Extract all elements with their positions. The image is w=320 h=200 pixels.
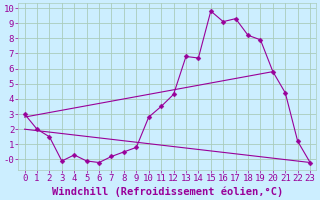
X-axis label: Windchill (Refroidissement éolien,°C): Windchill (Refroidissement éolien,°C) <box>52 186 283 197</box>
